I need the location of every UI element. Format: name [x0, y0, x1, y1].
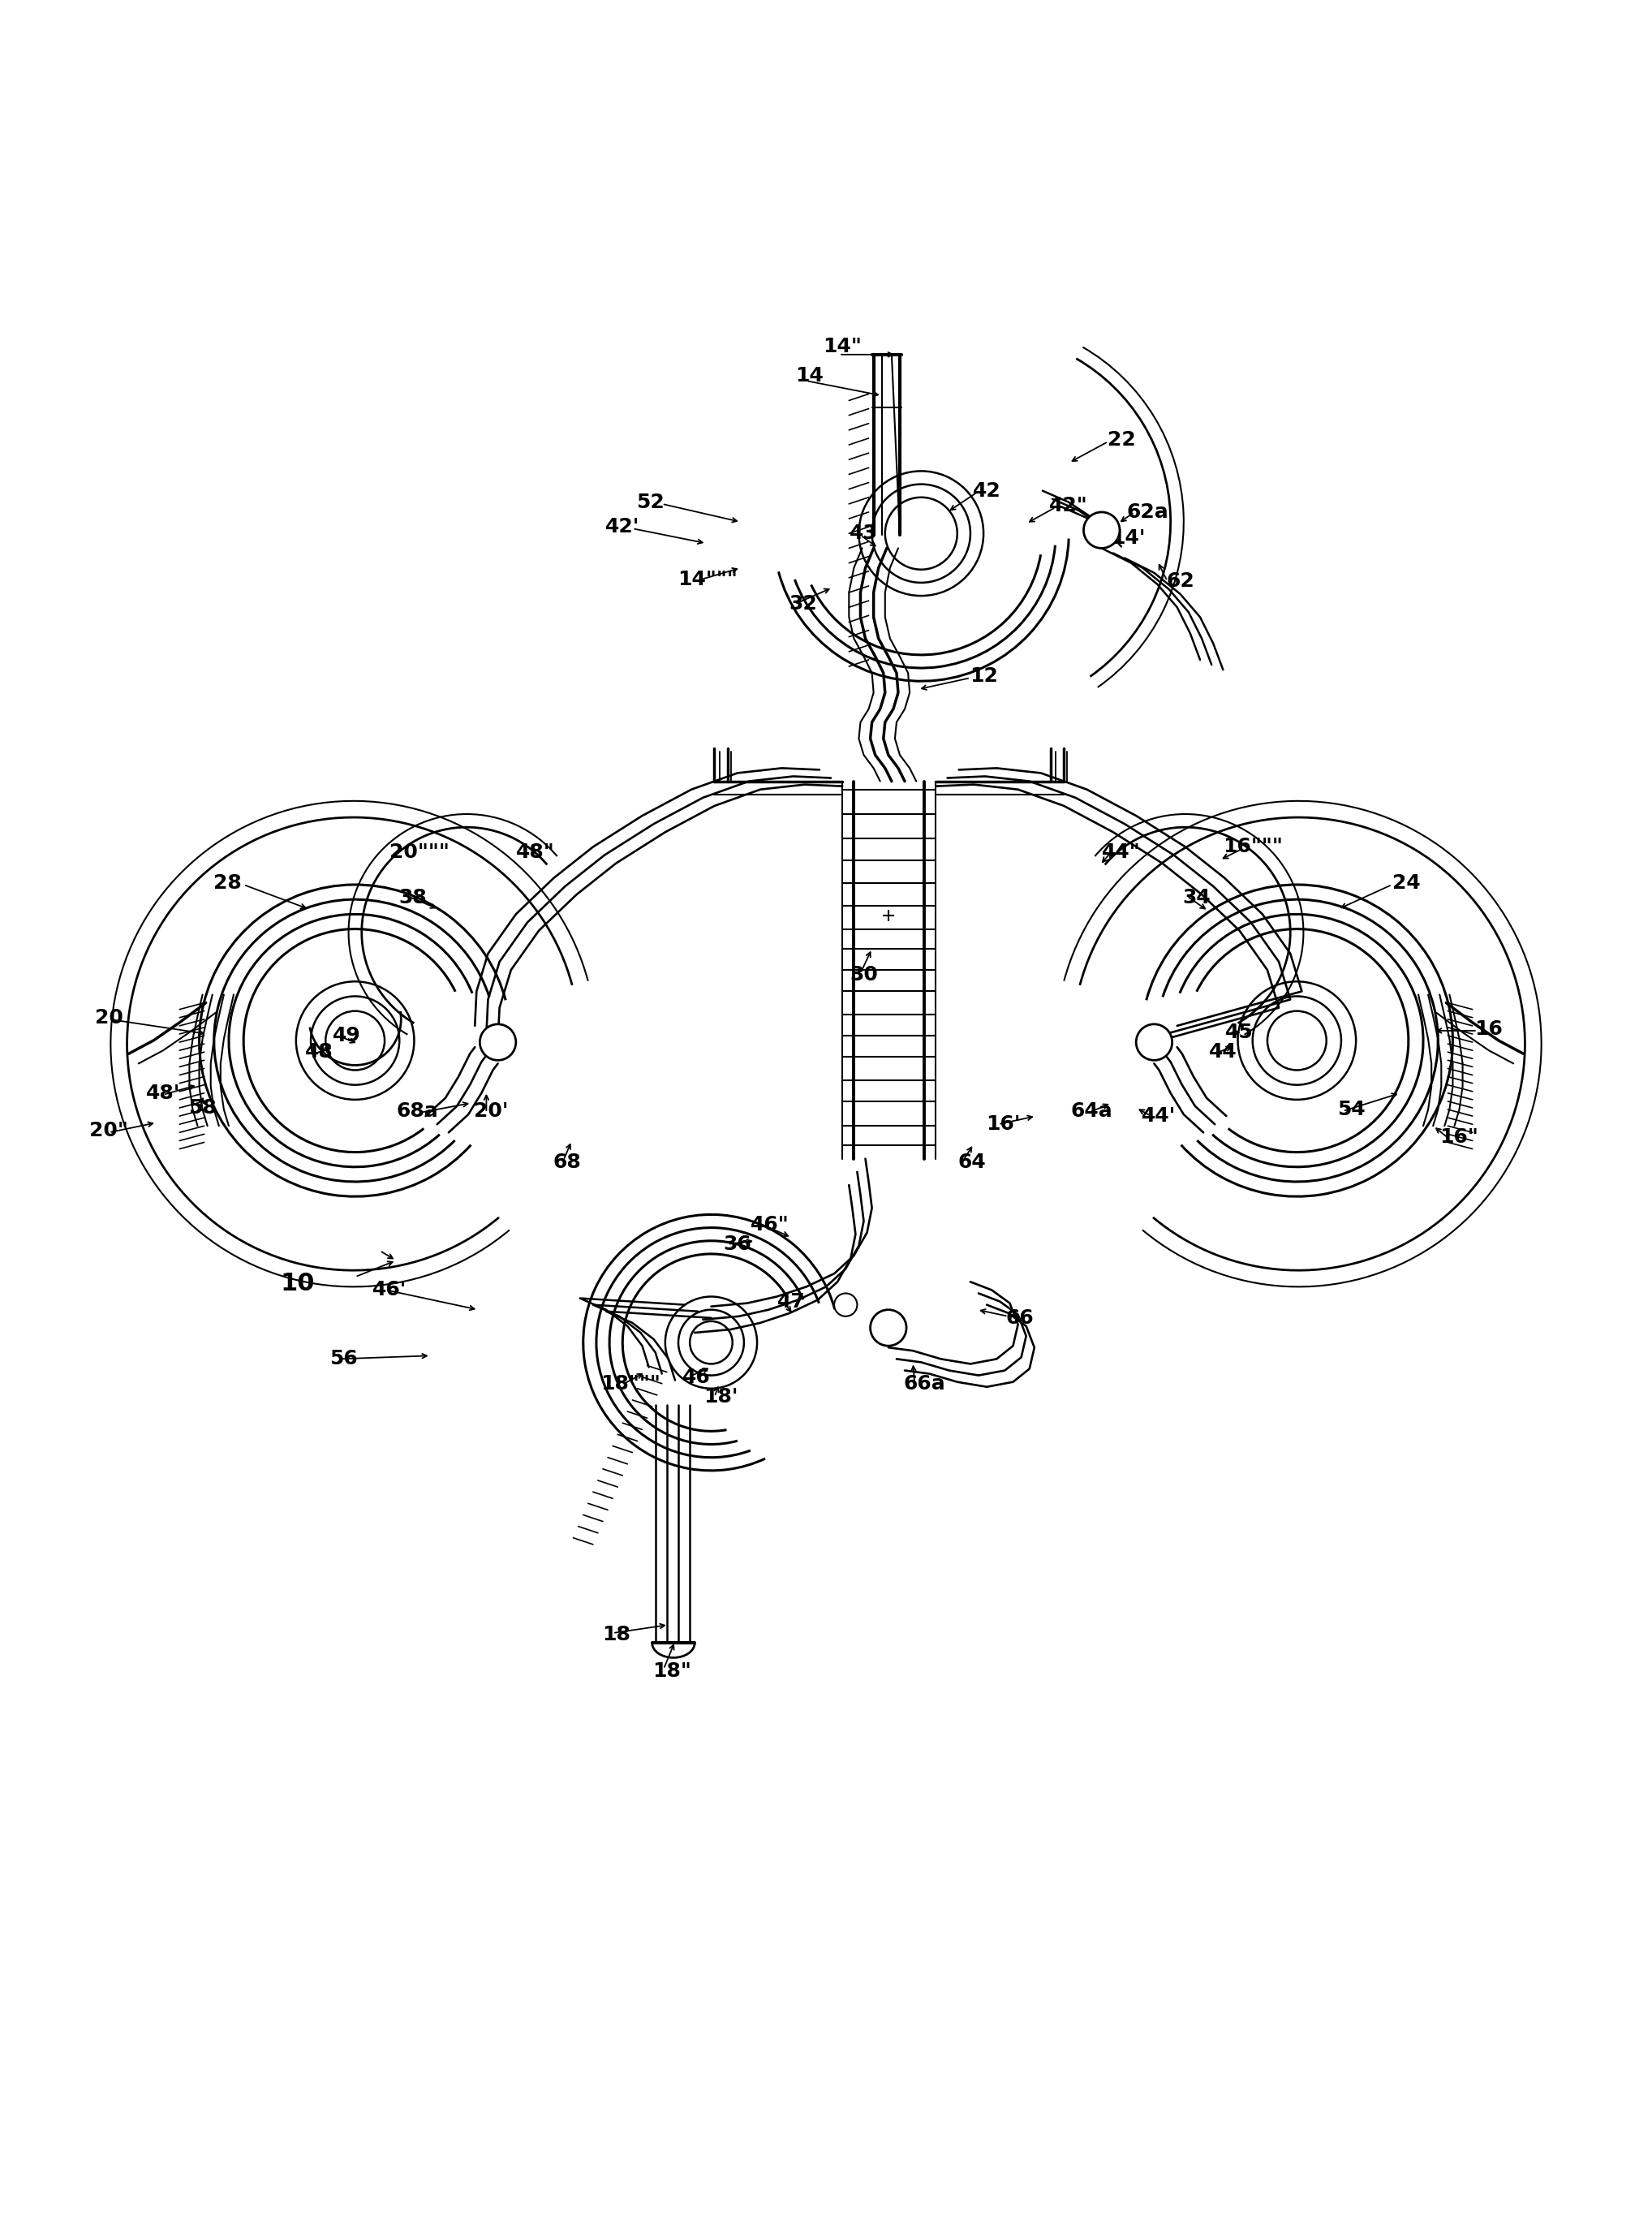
Text: 32: 32 — [790, 595, 818, 615]
Text: 48: 48 — [306, 1043, 334, 1063]
Text: 54: 54 — [1336, 1101, 1365, 1118]
Circle shape — [479, 1025, 515, 1061]
Text: 22: 22 — [1107, 430, 1135, 450]
Text: 30: 30 — [849, 965, 877, 985]
Circle shape — [834, 1294, 857, 1316]
Text: 14""": 14""" — [677, 570, 738, 588]
Text: 43: 43 — [849, 524, 877, 544]
Text: 49: 49 — [332, 1025, 362, 1045]
Text: 64: 64 — [958, 1152, 986, 1172]
Text: 62a: 62a — [1127, 501, 1168, 521]
Text: 20": 20" — [89, 1121, 129, 1141]
Circle shape — [1084, 513, 1120, 548]
Circle shape — [871, 1309, 907, 1347]
Text: 20: 20 — [94, 1007, 124, 1027]
Text: 47: 47 — [778, 1291, 806, 1311]
Text: 20""": 20""" — [390, 841, 449, 861]
Text: 66: 66 — [1006, 1309, 1034, 1327]
Text: 34: 34 — [1183, 888, 1211, 908]
Text: 46": 46" — [752, 1214, 790, 1234]
Text: 44': 44' — [1142, 1107, 1176, 1125]
Text: 14": 14" — [823, 337, 862, 355]
Text: 45: 45 — [1226, 1023, 1254, 1043]
Text: 42": 42" — [1049, 495, 1089, 515]
Text: 68a: 68a — [396, 1101, 438, 1121]
Text: 18": 18" — [653, 1662, 691, 1680]
Text: 44": 44" — [1102, 841, 1140, 861]
Text: 64a: 64a — [1070, 1101, 1113, 1121]
Text: 38: 38 — [398, 888, 426, 908]
Circle shape — [1137, 1025, 1173, 1061]
Text: 62: 62 — [1166, 570, 1194, 590]
Text: 20': 20' — [474, 1101, 509, 1121]
Text: 18': 18' — [704, 1387, 738, 1407]
Text: 18: 18 — [601, 1624, 629, 1644]
Text: 52: 52 — [636, 493, 664, 513]
Text: 42: 42 — [973, 482, 1001, 501]
Text: 28: 28 — [213, 874, 241, 892]
Text: 14': 14' — [1110, 528, 1145, 548]
Text: 10: 10 — [281, 1271, 316, 1296]
Text: 58: 58 — [188, 1098, 216, 1118]
Text: 66a: 66a — [904, 1374, 945, 1394]
Text: 18""": 18""" — [601, 1374, 661, 1394]
Text: 48': 48' — [145, 1083, 180, 1103]
Text: 42': 42' — [605, 517, 639, 537]
Text: 48": 48" — [515, 841, 555, 861]
Text: 16": 16" — [1441, 1127, 1479, 1147]
Text: 24: 24 — [1393, 874, 1421, 892]
Text: 68: 68 — [553, 1152, 582, 1172]
Text: 46': 46' — [372, 1280, 406, 1300]
Text: 16: 16 — [1475, 1019, 1503, 1038]
Text: 46: 46 — [682, 1367, 710, 1387]
Text: 44: 44 — [1209, 1043, 1237, 1063]
Text: 36: 36 — [724, 1234, 752, 1254]
Text: 16': 16' — [986, 1114, 1021, 1134]
Text: 14: 14 — [796, 366, 824, 386]
Text: 56: 56 — [329, 1349, 358, 1369]
Text: 12: 12 — [970, 666, 998, 686]
Text: 16""": 16""" — [1222, 837, 1282, 857]
